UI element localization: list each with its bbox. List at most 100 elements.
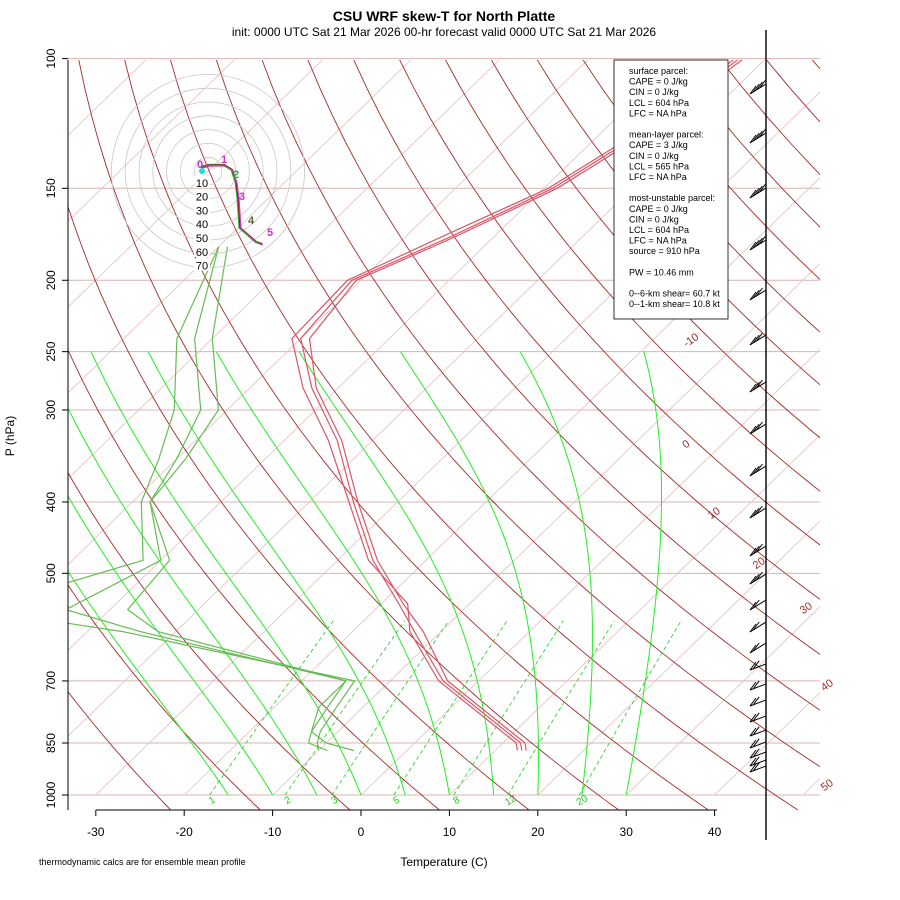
wind-barb [749,287,767,301]
hodograph-trace-mean [200,163,263,246]
temperature-tick-label: -20 [176,825,194,839]
mixing-ratio-label: 1 [207,794,218,807]
isotherm-label: 0 [680,438,692,451]
ring-label-bg [194,203,210,216]
dry-adiabat [307,60,820,655]
wind-barb [749,183,767,199]
hodograph-height-label: 0 [197,159,203,171]
wind-barb [749,756,767,767]
moist-adiabat-lines [68,351,662,796]
chart-subtitle: init: 0000 UTC Sat 21 Mar 2026 00-hr for… [232,25,657,39]
hodograph-ring-label: 50 [196,233,208,245]
pressure-tick-label: 250 [44,341,58,361]
isotherm-lines [0,25,820,796]
dry-adiabat [353,60,820,600]
pressure-tick-label: 850 [44,733,58,753]
ring-label-bg [194,217,210,230]
isotherm-labels: -10 0 10 20 30 40 50 [680,331,835,794]
mixing-ratio-line [507,620,615,796]
mixing-ratio-label: 2 [283,794,294,807]
mixing-ratio-line [579,620,682,796]
moist-adiabat [215,351,450,796]
hodograph-start-dot [199,168,205,174]
temperature-tick-label: 10 [443,825,457,839]
info-line: most-unstable parcel: [629,193,715,203]
wind-barb [749,642,767,654]
dry-adiabat [445,60,820,492]
hodograph-height-label: 2 [233,169,239,181]
hodograph-trace-member [199,164,262,245]
mixing-ratio-lines [209,620,682,796]
isobar-lines [62,58,820,796]
dry-adiabat [536,60,820,386]
info-line: surface parcel: [629,66,688,76]
pressure-tick-label: 400 [44,492,58,512]
wind-barbs [749,79,767,773]
wind-barb [749,680,767,691]
dry-adiabat [78,60,620,810]
footnote: thermodynamic calcs are for ensemble mea… [39,857,246,867]
moist-adiabat [68,495,274,796]
temperature-tick-label: 40 [708,825,722,839]
x-axis-label: Temperature (C) [400,855,487,869]
mixing-ratio-line [284,620,405,796]
dewpoint-trace [68,246,356,751]
dry-adiabat [124,60,710,810]
isotherm [68,60,235,222]
dry-adiabat [582,60,820,333]
mixing-ratio-label: 20 [575,793,591,808]
info-line: CAPE = 0 J/kg [629,204,688,214]
dry-adiabat [68,691,172,810]
pressure-tick-label: 100 [44,48,58,68]
isotherm-label: 30 [798,600,815,617]
wind-barb [749,505,767,519]
dry-adiabat [399,60,820,546]
ring-label-bg [194,231,210,243]
info-line: CAPE = 0 J/kg [629,77,688,87]
hodograph-height-label: 1 [221,154,227,166]
wind-barb [749,463,767,477]
moist-adiabat [625,351,662,796]
info-line: source = 910 hPa [629,246,700,256]
pressure-tick-label: 300 [44,400,58,420]
dry-adiabat [68,348,441,810]
isotherm [68,60,500,480]
isotherm [272,262,820,796]
temperature-trace [300,60,739,751]
wind-barb [749,79,767,95]
wind-barb [749,235,767,251]
temperature-tick-label: -30 [87,825,105,839]
info-line: PW = 10.46 mm [629,267,694,277]
mixing-ratio-line [393,620,508,796]
hodograph-trace-member [201,165,264,246]
isotherm-label: 20 [751,555,768,572]
wind-barb [749,738,767,749]
dry-adiabat [490,60,820,439]
info-line: LCL = 565 hPa [629,161,689,171]
dry-adiabat [811,60,820,70]
dry-adiabat [261,60,820,711]
moist-adiabat [400,351,539,796]
isotherm [0,25,5,795]
isotherm [68,60,412,394]
wind-barb [749,762,767,773]
hodograph-height-label: 3 [239,191,245,203]
dry-adiabat [828,25,900,811]
mixing-ratio-labels: 1 2 3 5 8 12 20 [207,793,590,808]
mixing-ratio-label: 8 [452,794,463,807]
dry-adiabat-lines [68,25,900,811]
dry-adiabat [68,471,351,810]
info-line: mean-layer parcel: [629,130,704,140]
wind-barb [749,332,767,346]
wind-barb [749,712,767,723]
wind-barb [749,726,767,737]
temperature-tick-label: 30 [620,825,634,839]
wind-barb [749,748,767,759]
pressure-tick-label: 1000 [44,781,58,808]
moist-adiabat [298,351,495,796]
moist-adiabat [68,570,229,796]
pressure-tick-label: 150 [44,178,58,198]
